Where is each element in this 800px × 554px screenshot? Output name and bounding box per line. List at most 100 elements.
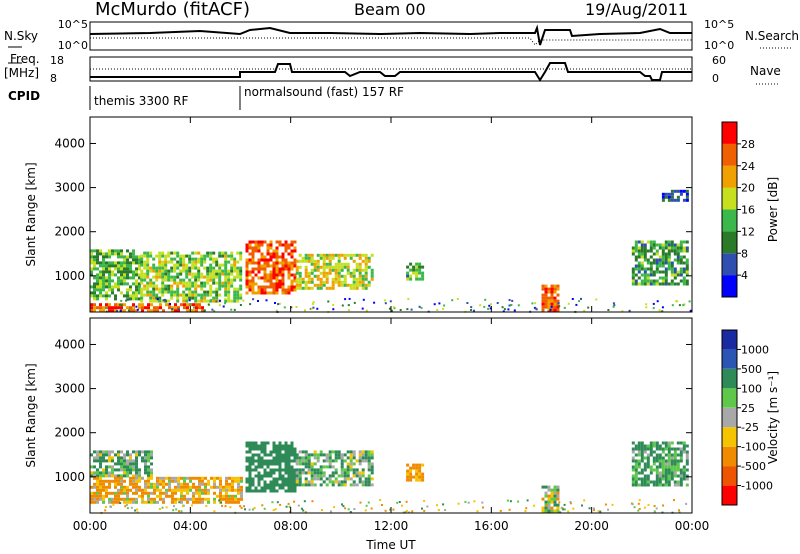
- data-pixel: [263, 480, 267, 484]
- data-pixel: [111, 468, 114, 472]
- data-pixel: [161, 284, 165, 288]
- data-pixel: [233, 275, 237, 279]
- data-pixel: [143, 263, 147, 267]
- data-pixel: [195, 485, 198, 489]
- data-pixel: [553, 296, 557, 300]
- nave-tick-bottom: 0: [712, 72, 719, 85]
- data-pixel: [138, 282, 141, 286]
- data-pixel: [567, 302, 570, 305]
- data-pixel: [132, 309, 135, 313]
- data-pixel: [346, 465, 350, 469]
- data-pixel: [343, 280, 347, 284]
- data-pixel: [260, 258, 264, 262]
- data-pixel: [227, 272, 231, 276]
- data-pixel: [183, 479, 186, 483]
- data-pixel: [240, 488, 243, 492]
- data-pixel: [245, 282, 249, 286]
- data-pixel: [406, 463, 410, 467]
- data-pixel: [129, 468, 132, 472]
- data-pixel: [105, 255, 108, 259]
- data-pixel: [643, 483, 647, 487]
- data-pixel: [170, 269, 174, 273]
- data-pixel: [200, 296, 204, 300]
- data-pixel: [120, 264, 123, 268]
- data-pixel: [331, 280, 335, 284]
- data-pixel: [295, 286, 299, 290]
- data-pixel: [655, 258, 659, 262]
- data-pixel: [117, 456, 120, 460]
- data-pixel: [114, 249, 117, 253]
- data-pixel: [637, 502, 640, 505]
- data-pixel: [661, 249, 665, 253]
- data-pixel: [237, 485, 240, 489]
- data-pixel: [337, 480, 341, 484]
- data-pixel: [661, 477, 665, 481]
- data-pixel: [218, 304, 221, 307]
- data-pixel: [248, 240, 252, 244]
- data-pixel: [661, 450, 665, 454]
- data-pixel: [489, 303, 492, 306]
- data-pixel: [266, 279, 270, 283]
- data-pixel: [260, 255, 264, 259]
- data-pixel: [174, 488, 177, 492]
- data-pixel: [275, 264, 279, 268]
- data-pixel: [176, 272, 180, 276]
- data-pixel: [560, 506, 563, 509]
- data-pixel: [230, 281, 234, 285]
- data-pixel: [415, 475, 419, 479]
- data-pixel: [287, 252, 291, 256]
- data-pixel: [222, 488, 225, 492]
- data-pixel: [224, 272, 228, 276]
- data-pixel: [183, 476, 186, 480]
- data-pixel: [102, 450, 105, 454]
- data-pixel: [331, 474, 335, 478]
- data-pixel: [230, 308, 233, 311]
- data-pixel: [667, 450, 671, 454]
- data-pixel: [550, 284, 554, 288]
- data-pixel: [149, 290, 153, 294]
- data-pixel: [550, 305, 553, 308]
- data-pixel: [364, 286, 368, 290]
- data-pixel: [218, 254, 222, 258]
- data-pixel: [364, 277, 368, 281]
- data-pixel: [218, 266, 222, 270]
- data-pixel: [90, 485, 93, 489]
- data-pixel: [295, 462, 299, 466]
- data-pixel: [670, 264, 674, 268]
- data-pixel: [233, 293, 237, 297]
- data-pixel: [418, 268, 422, 272]
- data-pixel: [233, 269, 237, 273]
- data-pixel: [415, 277, 419, 281]
- data-pixel: [233, 308, 236, 311]
- data-pixel: [352, 286, 356, 290]
- data-pixel: [105, 491, 108, 495]
- data-pixel: [664, 240, 668, 244]
- data-pixel: [370, 462, 374, 466]
- data-pixel: [162, 482, 165, 486]
- data-pixel: [269, 273, 273, 277]
- y-tick-label: 3000: [54, 181, 85, 195]
- colorbar-tick-label: 25: [741, 402, 755, 415]
- data-pixel: [152, 266, 156, 270]
- data-pixel: [257, 474, 261, 478]
- x-tick-label: 12:00: [374, 519, 409, 533]
- data-pixel: [298, 471, 302, 475]
- data-pixel: [224, 299, 228, 303]
- data-pixel: [245, 279, 249, 283]
- data-pixel: [156, 476, 159, 480]
- data-pixel: [415, 466, 419, 470]
- data-pixel: [415, 271, 419, 275]
- colorbar-cell: [722, 275, 737, 297]
- data-pixel: [161, 266, 165, 270]
- data-pixel: [227, 254, 231, 258]
- data-pixel: [406, 274, 410, 278]
- data-pixel: [676, 249, 680, 253]
- data-pixel: [197, 278, 201, 282]
- data-pixel: [203, 309, 206, 312]
- data-pixel: [269, 243, 273, 247]
- data-pixel: [328, 271, 332, 275]
- data-pixel: [171, 479, 174, 483]
- data-pixel: [147, 485, 150, 489]
- data-pixel: [637, 255, 641, 259]
- data-pixel: [254, 474, 258, 478]
